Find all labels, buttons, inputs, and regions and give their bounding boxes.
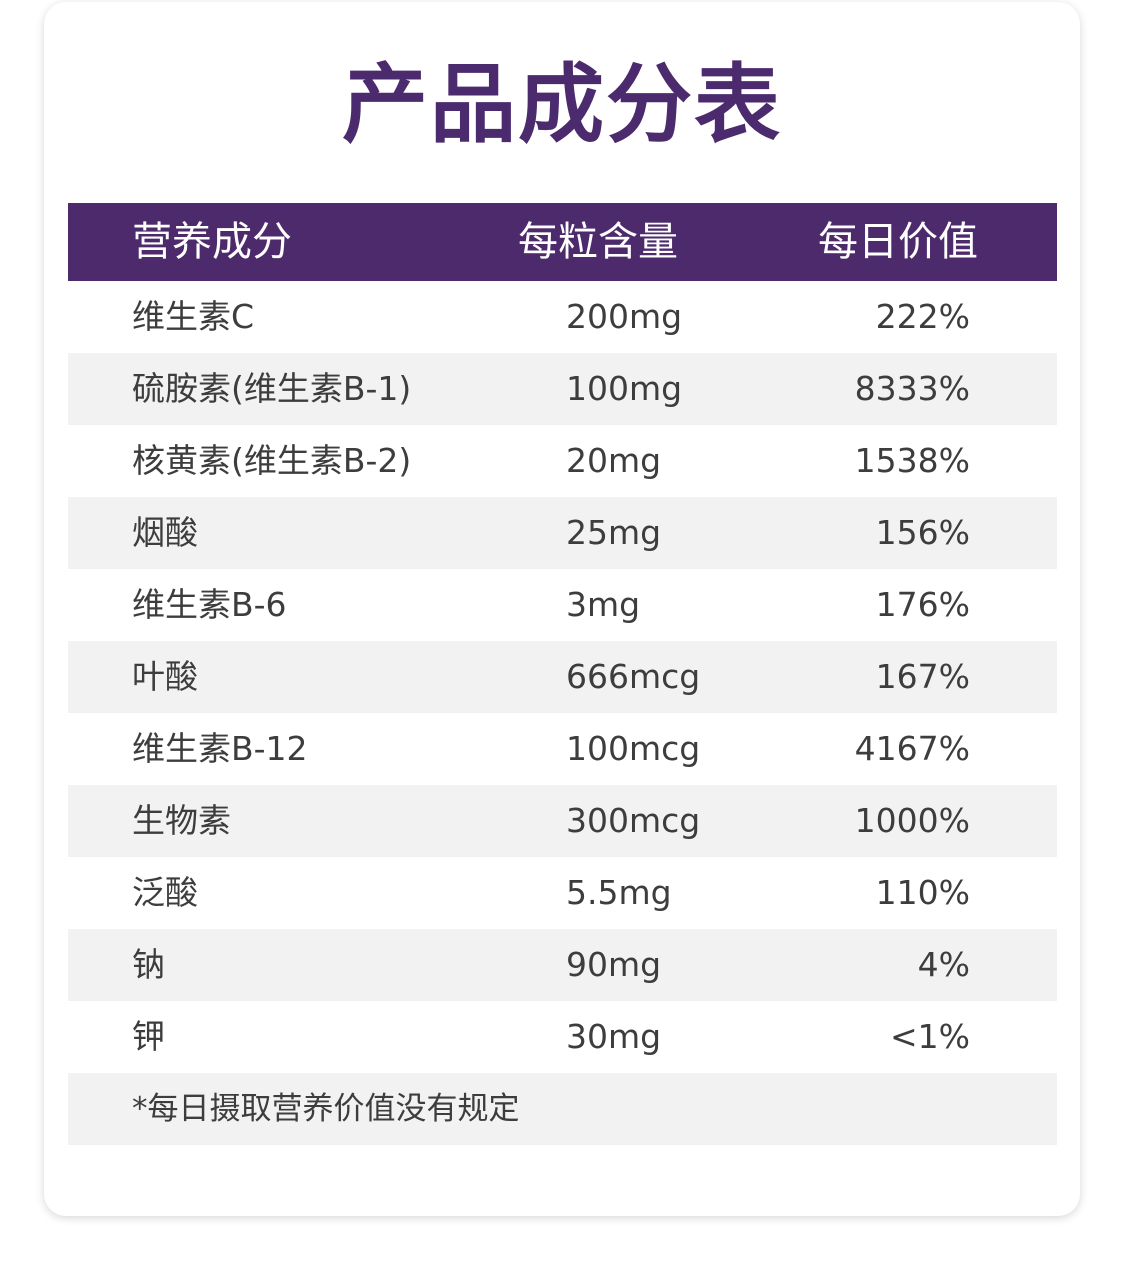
nutrient-name: 维生素B-6 — [132, 585, 287, 624]
nutrient-amount: 90mg — [566, 945, 662, 984]
nutrient-daily-value: 1000% — [854, 801, 970, 840]
nutrient-name: 泛酸 — [132, 873, 198, 912]
nutrient-name: 核黄素(维生素B-2) — [132, 441, 412, 480]
nutrient-daily-value: 167% — [875, 657, 970, 696]
nutrient-amount: 3mg — [566, 585, 641, 624]
header-nutrient: 营养成分 — [132, 219, 292, 265]
nutrient-name: 烟酸 — [132, 513, 198, 552]
nutrient-name: 维生素B-12 — [132, 729, 308, 768]
table-row: 叶酸 666mcg 167% — [68, 641, 1057, 713]
nutrient-name: 叶酸 — [132, 657, 198, 696]
nutrient-amount: 25mg — [566, 513, 662, 552]
table-row: 生物素 300mcg 1000% — [68, 785, 1057, 857]
nutrient-amount: 100mg — [566, 369, 683, 408]
table-row: 硫胺素(维生素B-1) 100mg 8333% — [68, 353, 1057, 425]
footnote: *每日摄取营养价值没有规定 — [68, 1073, 1057, 1145]
nutrient-daily-value: 176% — [875, 585, 970, 624]
table-row: 烟酸 25mg 156% — [68, 497, 1057, 569]
table-row: 维生素B-12 100mcg 4167% — [68, 713, 1057, 785]
nutrient-name: 生物素 — [132, 801, 231, 840]
ingredient-table: 营养成分 每粒含量 每日价值 维生素C 200mg 222% 硫胺素(维生素B-… — [68, 203, 1057, 1145]
table-row: 维生素C 200mg 222% — [68, 281, 1057, 353]
nutrient-daily-value: 8333% — [854, 369, 970, 408]
nutrient-daily-value: 156% — [875, 513, 970, 552]
nutrient-name: 维生素C — [132, 297, 255, 336]
nutrient-daily-value: <1% — [889, 1017, 970, 1056]
header-daily-value: 每日价值 — [818, 219, 978, 265]
table-row: 泛酸 5.5mg 110% — [68, 857, 1057, 929]
nutrient-amount: 300mcg — [566, 801, 701, 840]
nutrient-daily-value: 1538% — [854, 441, 970, 480]
nutrient-name: 钠 — [132, 945, 165, 984]
table-row: 维生素B-6 3mg 176% — [68, 569, 1057, 641]
nutrient-name: 钾 — [132, 1017, 165, 1056]
nutrient-amount: 100mcg — [566, 729, 701, 768]
nutrient-amount: 20mg — [566, 441, 662, 480]
nutrient-daily-value: 110% — [875, 873, 970, 912]
page-title: 产品成分表 — [342, 55, 782, 155]
nutrient-daily-value: 222% — [875, 297, 970, 336]
header-amount-per-capsule: 每粒含量 — [518, 219, 678, 265]
table-row: 核黄素(维生素B-2) 20mg 1538% — [68, 425, 1057, 497]
table-row: 钾 30mg <1% — [68, 1001, 1057, 1073]
nutrient-daily-value: 4167% — [854, 729, 970, 768]
table-header: 营养成分 每粒含量 每日价值 — [68, 203, 1057, 281]
nutrient-amount: 5.5mg — [566, 873, 672, 912]
nutrient-name: 硫胺素(维生素B-1) — [132, 369, 412, 408]
ingredient-card: 产品成分表 营养成分 每粒含量 每日价值 维生素C 200mg 222% 硫胺素… — [44, 2, 1080, 1216]
nutrient-amount: 30mg — [566, 1017, 662, 1056]
nutrient-amount: 200mg — [566, 297, 683, 336]
nutrient-daily-value: 4% — [917, 945, 970, 984]
nutrient-amount: 666mcg — [566, 657, 701, 696]
table-row: 钠 90mg 4% — [68, 929, 1057, 1001]
